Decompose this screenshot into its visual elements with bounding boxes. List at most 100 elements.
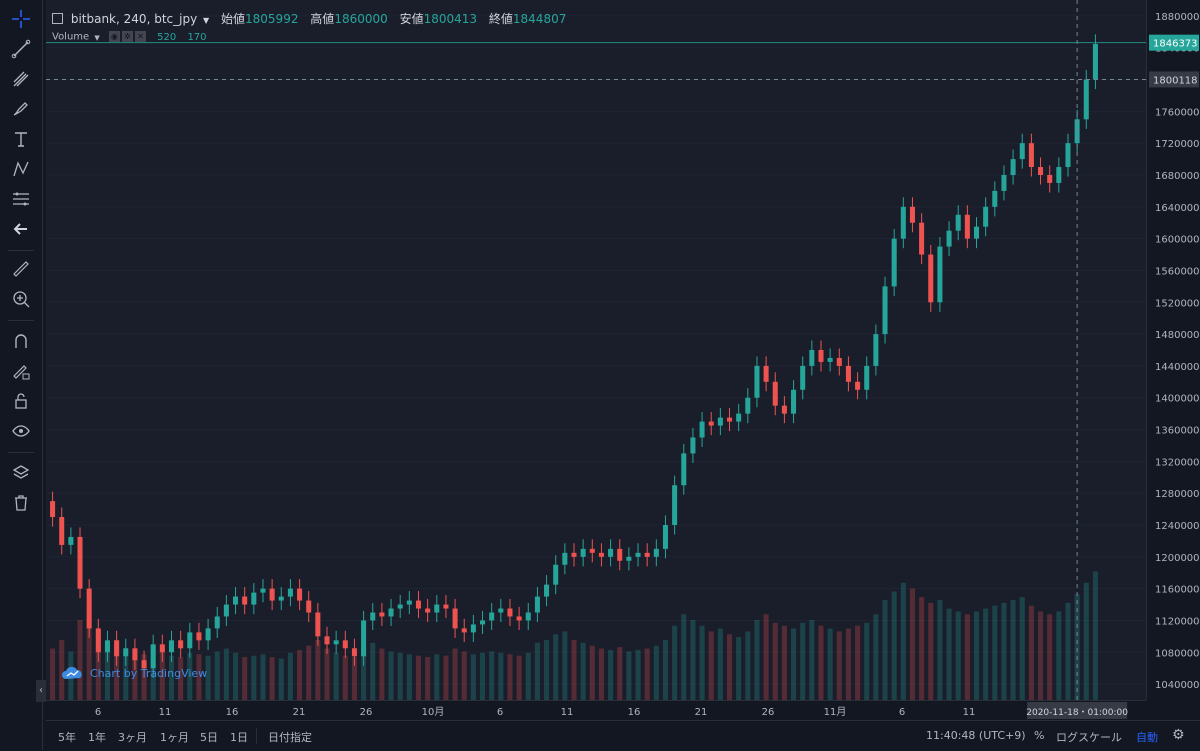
price-tick-label: 1680000: [1155, 171, 1200, 182]
layers-icon[interactable]: [8, 460, 34, 486]
candle-body: [1038, 167, 1044, 175]
price-axis[interactable]: 1880000184000018000001760000172000016800…: [1146, 0, 1200, 700]
volume-bar: [434, 654, 440, 700]
ruler-icon[interactable]: [8, 256, 34, 282]
symbol-name[interactable]: btc_jpy: [154, 12, 198, 26]
candle-body: [617, 548, 623, 561]
candle-body: [1001, 175, 1007, 191]
settings-icon[interactable]: ✲: [121, 31, 133, 42]
volume-bar: [845, 628, 851, 700]
trash-icon[interactable]: [8, 490, 34, 516]
eye-icon[interactable]: [8, 418, 34, 444]
range-1y-button[interactable]: 1年: [88, 731, 106, 744]
chart-pane[interactable]: [46, 0, 1146, 700]
price-tick-label: 1640000: [1155, 203, 1200, 214]
price-tick-label: 1280000: [1155, 489, 1200, 500]
volume-bar: [1074, 594, 1080, 700]
eye-toggle-icon[interactable]: ◉: [108, 31, 120, 42]
toolbar-divider: [8, 320, 34, 321]
range-5y-button[interactable]: 5年: [58, 731, 76, 744]
chevron-down-icon[interactable]: ▼: [203, 16, 210, 25]
volume-bar: [983, 608, 989, 700]
volume-bar: [489, 651, 495, 700]
price-tick-label: 1200000: [1155, 553, 1200, 564]
time-tick-label: 26: [360, 707, 373, 718]
candle-body: [397, 604, 403, 609]
candle-body: [946, 230, 952, 247]
trend-line-icon[interactable]: [8, 36, 34, 62]
range-1m-button[interactable]: 1ヶ月: [160, 731, 189, 744]
lock-drawing-icon[interactable]: [8, 358, 34, 384]
exchange-name[interactable]: bitbank: [70, 12, 117, 26]
volume-bar: [333, 652, 339, 700]
price-tick-label: 1760000: [1155, 107, 1200, 118]
tradingview-watermark[interactable]: Chart by TradingView: [62, 666, 207, 680]
candle-body: [891, 238, 897, 287]
percent-scale-toggle[interactable]: %: [1034, 729, 1045, 742]
candle-body: [370, 612, 376, 621]
time-axis-scale: 6 11 16 21 26 10月 6 11 16 21 26 11月 6 11 2020-11-18・01…: [95, 702, 1128, 719]
volume-bar: [992, 605, 998, 700]
volume-bar: [397, 652, 403, 700]
candle-body: [937, 246, 943, 303]
pattern-icon[interactable]: [8, 156, 34, 182]
candle-body: [461, 628, 467, 633]
volume-bar: [269, 657, 275, 700]
candle-body: [873, 334, 879, 366]
volume-bar: [644, 648, 650, 700]
close-icon[interactable]: ✕: [134, 31, 146, 42]
volume-bar: [516, 655, 522, 700]
candle-body: [763, 365, 769, 382]
clock-timezone[interactable]: 11:40:48 (UTC+9): [926, 729, 1026, 742]
candle-body: [123, 648, 129, 657]
price-tick-label: 1880000: [1155, 12, 1200, 23]
collapse-toolbar-button[interactable]: ‹: [36, 680, 46, 702]
legend-collapse-icon[interactable]: [52, 13, 63, 24]
candle-body: [534, 596, 540, 613]
prediction-icon[interactable]: [8, 186, 34, 212]
zoom-in-icon[interactable]: [8, 286, 34, 312]
cloud-logo-icon: [62, 666, 82, 679]
text-tool-icon[interactable]: [8, 126, 34, 152]
unlock-icon[interactable]: [8, 388, 34, 414]
go-to-date-button[interactable]: 日付指定: [268, 731, 312, 744]
time-axis[interactable]: 6 11 16 21 26 10月 6 11 16 21 26 11月 6 11 2020-11-18・01…: [46, 700, 1146, 721]
brush-icon[interactable]: [8, 96, 34, 122]
range-1d-button[interactable]: 1日: [230, 731, 248, 744]
candlestick-chart[interactable]: [46, 0, 1146, 700]
log-scale-toggle[interactable]: ログスケール: [1056, 731, 1122, 744]
candle-body: [114, 640, 120, 657]
pitchfork-icon[interactable]: [8, 66, 34, 92]
volume-bar: [754, 620, 760, 700]
volume-bar: [726, 634, 733, 700]
candle-body: [178, 640, 184, 649]
candle-body: [525, 612, 531, 621]
magnet-icon[interactable]: [8, 328, 34, 354]
auto-scale-toggle[interactable]: 自動: [1136, 731, 1158, 744]
volume-bar: [681, 614, 687, 700]
candle-body: [1065, 143, 1071, 168]
price-tick-label: 1440000: [1155, 362, 1200, 373]
volume-bar: [1038, 611, 1044, 700]
candle-body: [598, 552, 604, 557]
candle-body: [315, 612, 321, 637]
range-3m-button[interactable]: 3ヶ月: [118, 731, 147, 744]
volume-bar: [864, 622, 870, 700]
volume-label[interactable]: Volume: [52, 31, 90, 43]
volume-bar: [498, 652, 504, 700]
candle-body: [855, 381, 861, 390]
range-5d-button[interactable]: 5日: [200, 731, 218, 744]
volume-bar: [781, 625, 787, 700]
volume-bar: [132, 652, 138, 700]
candle-body: [772, 381, 778, 406]
candle-body: [562, 552, 568, 565]
volume-bar: [1047, 614, 1053, 700]
crosshair-icon[interactable]: [8, 6, 34, 32]
interval-value[interactable]: 240: [123, 12, 147, 26]
candle-body: [187, 632, 193, 649]
gear-icon[interactable]: ⚙: [1172, 727, 1185, 743]
back-arrow-icon[interactable]: [8, 216, 34, 242]
chevron-down-icon[interactable]: ▼: [94, 33, 100, 42]
candle-body: [205, 628, 211, 641]
candle-body: [150, 644, 156, 669]
